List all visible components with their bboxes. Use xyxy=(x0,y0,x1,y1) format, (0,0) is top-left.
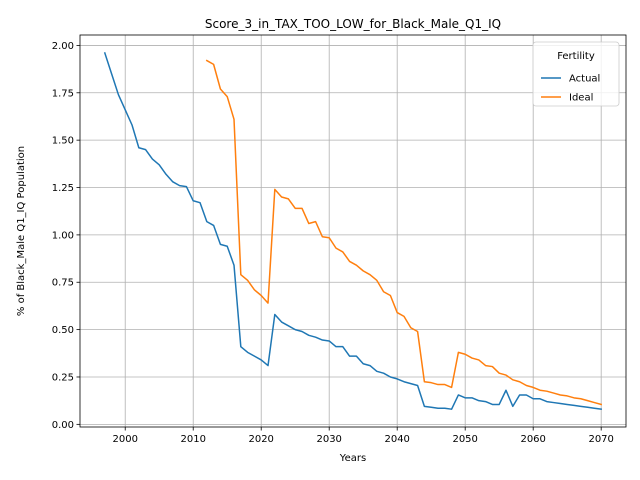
x-tick-label: 2030 xyxy=(316,434,341,445)
y-tick-label: 0.25 xyxy=(52,372,74,383)
y-tick-label: 0.50 xyxy=(52,325,74,336)
legend-label-actual: Actual xyxy=(569,74,600,85)
chart-title: Score_3_in_TAX_TOO_LOW_for_Black_Male_Q1… xyxy=(205,17,501,31)
x-tick-label: 2010 xyxy=(180,434,205,445)
series-lines xyxy=(103,52,603,411)
x-tick-label: 2040 xyxy=(384,434,409,445)
y-tick-label: 0.75 xyxy=(52,278,74,289)
y-tick-label: 2.00 xyxy=(52,41,74,52)
series-line-actual xyxy=(103,52,603,411)
y-tick-label: 1.75 xyxy=(52,88,74,99)
legend-title: Fertility xyxy=(557,51,595,62)
x-tick-label: 2060 xyxy=(520,434,545,445)
plot-area-frame xyxy=(79,34,627,428)
axis-ticks: 2000 2010 2020 2030 2040 2050 2060 2070 0.00 0.25… xyxy=(52,41,614,445)
y-axis-label: % of Black_Male Q1_IQ Population xyxy=(16,146,27,316)
y-tick-label: 1.25 xyxy=(52,183,74,194)
y-tick-label: 0.00 xyxy=(52,420,74,431)
x-axis-label: Years xyxy=(339,453,366,464)
x-tick-label: 2070 xyxy=(588,434,613,445)
x-tick-label: 2050 xyxy=(452,434,477,445)
legend-box xyxy=(532,41,620,107)
x-tick-label: 2000 xyxy=(112,434,137,445)
series-line-ideal xyxy=(205,59,603,406)
legend-label-ideal: Ideal xyxy=(569,93,593,104)
legend: Fertility Actual Ideal xyxy=(532,41,620,107)
x-tick-label: 2020 xyxy=(248,434,273,445)
y-tick-label: 1.00 xyxy=(52,230,74,241)
y-tick-label: 1.50 xyxy=(52,136,74,147)
